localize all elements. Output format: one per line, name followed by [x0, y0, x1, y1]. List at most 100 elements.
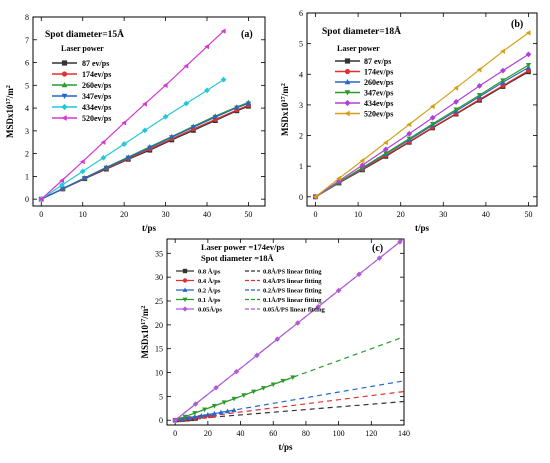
data-point: [270, 382, 276, 388]
legend-fit-label: 0.4Å/PS linear fitting: [263, 277, 322, 285]
data-point: [453, 107, 459, 113]
data-point: [147, 145, 153, 151]
data-point: [406, 130, 413, 137]
data-point: [142, 101, 147, 107]
legend-marker: [182, 287, 188, 292]
data-point: [183, 63, 189, 69]
legend-marker: [61, 103, 68, 111]
y-axis-label-part: MSDx10: [5, 104, 15, 138]
data-point: [121, 141, 128, 147]
data-point: [60, 186, 66, 192]
data-point: [162, 113, 169, 120]
chart-panel-b: 0 10 20 30 40 500123456t/psMSDx1017/m2(b)Spot…: [280, 9, 538, 233]
annotation-line: Laser power =174ev/ps: [201, 242, 285, 252]
legend-title: Laser power: [337, 44, 380, 53]
data-point: [79, 168, 86, 175]
data-point: [383, 151, 389, 157]
data-point: [430, 121, 436, 127]
data-point: [476, 83, 483, 89]
legend-marker: [344, 110, 350, 117]
chart-panel-a: 0 10 20 30 40 50012345678t/psMSDx1017/m2(a)Sp…: [5, 13, 266, 233]
data-point: [218, 409, 224, 415]
legend-marker: [182, 297, 188, 303]
x-tick-label: 0: [173, 429, 177, 438]
series-line: [40, 30, 224, 200]
legend-fit-label: 0.8Å/PS linear fitting: [263, 268, 322, 276]
data-point: [274, 336, 281, 342]
panel-label: (b): [511, 19, 523, 30]
legend-marker: [344, 90, 351, 96]
y-tick-label: 5: [25, 81, 29, 90]
data-point: [190, 125, 196, 130]
data-point: [233, 368, 240, 375]
y-axis-label-exponent: 2: [5, 85, 12, 88]
data-point: [125, 155, 131, 161]
data-point: [294, 320, 301, 326]
y-tick-label: 7: [25, 36, 29, 45]
y-axis-label-part: MSDx10: [140, 324, 150, 358]
y-tick-label: 0: [25, 195, 29, 204]
data-point: [192, 411, 198, 416]
data-point: [192, 414, 198, 419]
x-tick-label: 140: [398, 429, 410, 438]
data-point: [315, 303, 321, 310]
y-axis-label-part: MSDx10: [280, 102, 290, 136]
data-point: [500, 67, 506, 74]
y-tick-label: 0: [299, 193, 303, 202]
data-point: [182, 414, 188, 420]
y-tick-label: 0: [159, 416, 163, 425]
x-tick-label: 80: [302, 429, 310, 438]
legend-label: 0.1 Å/ps: [198, 296, 221, 304]
data-point: [382, 146, 389, 153]
legend-marker: [182, 268, 188, 274]
data-point: [204, 43, 210, 50]
legend-label: 260ev/ps: [82, 81, 111, 90]
data-point: [525, 51, 532, 58]
x-axis-label: t/ps: [415, 223, 430, 233]
x-axis-label: t/ps: [278, 442, 293, 452]
panel-label: (a): [241, 29, 253, 40]
y-tick-label: 25: [155, 297, 163, 306]
series-line: [315, 53, 529, 198]
y-tick-label: 3: [25, 127, 29, 136]
data-point: [198, 413, 204, 418]
x-tick-label: 10: [79, 210, 87, 219]
data-point: [185, 415, 191, 420]
data-point: [220, 28, 226, 34]
legend-label: 174ev/ps: [364, 68, 393, 77]
y-axis-label-part: /m: [5, 88, 15, 100]
x-tick-label: 20: [397, 210, 405, 219]
y-tick-label: 2: [25, 150, 29, 159]
data-point: [453, 85, 459, 91]
data-point: [500, 83, 506, 89]
data-point: [224, 408, 231, 414]
data-point: [359, 158, 365, 164]
y-tick-label: 6: [25, 59, 29, 68]
x-tick-label: 40: [203, 210, 211, 219]
legend-label: 87 ev/ps: [364, 57, 391, 66]
data-point: [59, 177, 65, 184]
data-point: [383, 139, 388, 146]
y-axis-label-part: /m: [280, 86, 290, 98]
y-tick-label: 5: [299, 40, 303, 49]
x-tick-label: 40: [237, 429, 245, 438]
data-point: [525, 63, 532, 68]
y-axis-label: MSDx1017/m2: [280, 83, 290, 136]
legend-label: 174ev/ps: [82, 70, 111, 79]
data-point: [220, 76, 227, 83]
x-tick-label: 0: [39, 210, 43, 219]
legend-marker: [61, 71, 68, 77]
data-point: [336, 175, 341, 182]
data-point: [211, 403, 217, 409]
x-tick-label: 20: [120, 210, 128, 219]
y-tick-label: 6: [299, 9, 303, 18]
data-point: [251, 389, 257, 395]
legend-label: 434ev/ps: [82, 103, 111, 112]
legend-marker: [61, 115, 67, 121]
y-tick-label: 5: [159, 392, 163, 401]
y-tick-label: 3: [299, 101, 303, 110]
legend-label: 347ev/ps: [364, 89, 393, 98]
chart-panel-c: 0 20 40 60 80 100 120 140 0 5 10 15 20 25 30 35 t/ps MSDx…: [140, 238, 410, 452]
data-point: [59, 182, 65, 188]
data-point: [183, 100, 190, 107]
